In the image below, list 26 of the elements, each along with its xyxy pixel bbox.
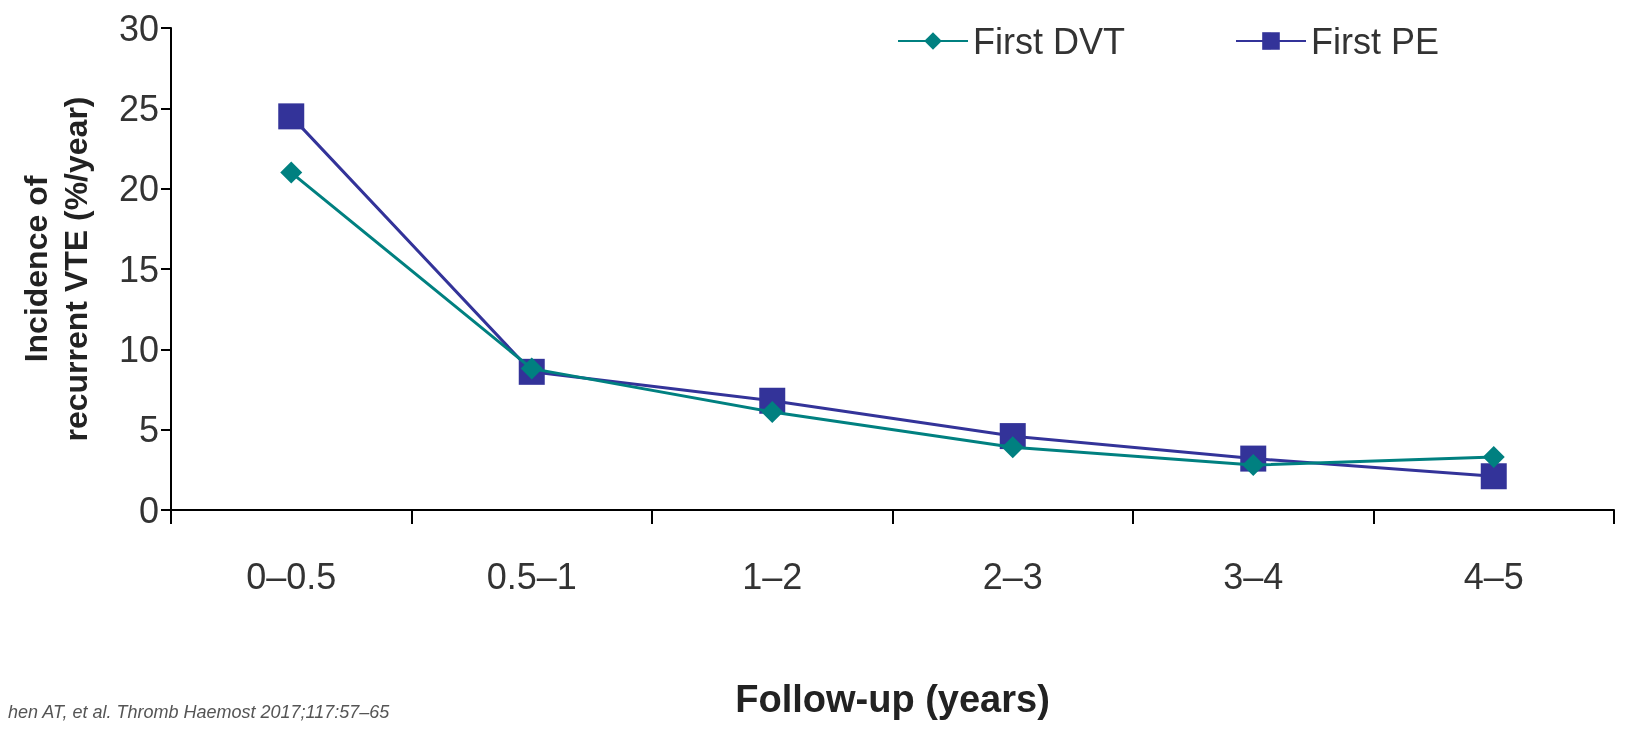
x-axis-title: Follow-up (years) xyxy=(735,678,1050,720)
y-tick-label: 10 xyxy=(118,328,159,370)
point xyxy=(1480,463,1507,490)
text: hen AT, et al. Thromb Haemost 2017;117:57–65 xyxy=(8,702,391,722)
x-tick-label: 3–4 xyxy=(1223,555,1284,597)
point xyxy=(280,161,303,184)
y-tick-label: 20 xyxy=(118,168,159,210)
x-tick-label: 0.5–1 xyxy=(486,555,577,597)
point xyxy=(278,103,305,130)
point xyxy=(1242,454,1265,477)
y-tick-label: 30 xyxy=(118,7,159,49)
legend-label: First PE xyxy=(1311,20,1440,62)
y-tick-label: 5 xyxy=(138,409,159,451)
y-tick-label: 0 xyxy=(138,489,159,531)
x-tick-label: 1–2 xyxy=(742,555,803,597)
legend-label: First DVT xyxy=(973,20,1126,62)
point xyxy=(520,357,543,380)
point xyxy=(761,400,784,423)
x-tick-label: 4–5 xyxy=(1463,555,1524,597)
y-axis-title: Incidence of recurrent VTE (%/year) xyxy=(18,96,94,442)
y-tick-label: 15 xyxy=(118,248,159,290)
y-tick-label: 25 xyxy=(118,87,159,129)
point xyxy=(1001,436,1024,459)
point xyxy=(1482,445,1505,468)
x-tick-label: 2–3 xyxy=(982,555,1043,597)
x-tick-label: 0–0.5 xyxy=(246,555,337,597)
